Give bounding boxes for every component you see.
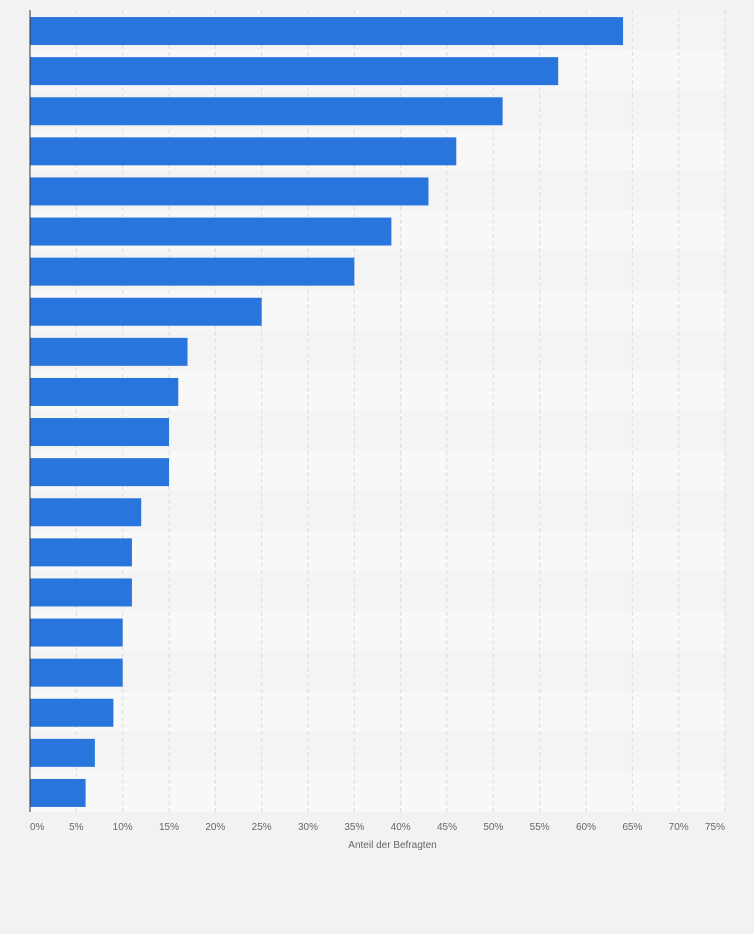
bar bbox=[30, 418, 169, 447]
bar bbox=[30, 698, 114, 727]
bar bbox=[30, 578, 132, 607]
bar bbox=[30, 257, 355, 286]
x-tick-label: 5% bbox=[69, 822, 84, 833]
x-tick-label: 30% bbox=[298, 822, 318, 833]
bar bbox=[30, 137, 457, 166]
row-band bbox=[30, 571, 725, 612]
bar bbox=[30, 297, 262, 326]
x-tick-label: 65% bbox=[622, 822, 642, 833]
bars bbox=[30, 17, 624, 807]
x-tick-label: 40% bbox=[391, 822, 411, 833]
x-tick-label: 55% bbox=[530, 822, 550, 833]
x-axis-label: Anteil der Befragten bbox=[348, 840, 436, 851]
bar bbox=[30, 97, 503, 126]
bar bbox=[30, 17, 624, 46]
bar bbox=[30, 57, 559, 86]
x-tick-label: 20% bbox=[205, 822, 225, 833]
x-tick-label: 35% bbox=[344, 822, 364, 833]
x-tick-label: 60% bbox=[576, 822, 596, 833]
row-band bbox=[30, 651, 725, 692]
bar bbox=[30, 618, 123, 647]
x-tick-label: 15% bbox=[159, 822, 179, 833]
row-band bbox=[30, 491, 725, 532]
bar bbox=[30, 337, 188, 366]
row-band bbox=[30, 771, 725, 812]
x-tick-label: 45% bbox=[437, 822, 457, 833]
bar bbox=[30, 498, 142, 527]
bar bbox=[30, 538, 132, 567]
x-tick-labels: 0% 5% 10% 15% 20% 25% 30% 35% 40% 45% 50% 55% 60% 65%… bbox=[30, 822, 725, 833]
x-tick-label: 10% bbox=[113, 822, 133, 833]
bar bbox=[30, 177, 429, 206]
x-tick-label: 75% bbox=[705, 822, 725, 833]
row-band bbox=[30, 531, 725, 572]
row-band bbox=[30, 611, 725, 652]
row-bands bbox=[30, 10, 725, 812]
bar bbox=[30, 778, 86, 807]
bar bbox=[30, 658, 123, 687]
x-tick-label: 25% bbox=[252, 822, 272, 833]
bar bbox=[30, 738, 95, 767]
row-band bbox=[30, 731, 725, 772]
bar bbox=[30, 217, 392, 246]
row-band bbox=[30, 691, 725, 732]
x-tick-label: 0% bbox=[30, 822, 45, 833]
x-tick-label: 50% bbox=[483, 822, 503, 833]
bar bbox=[30, 377, 179, 406]
bar bbox=[30, 458, 169, 487]
x-tick-label: 70% bbox=[669, 822, 689, 833]
